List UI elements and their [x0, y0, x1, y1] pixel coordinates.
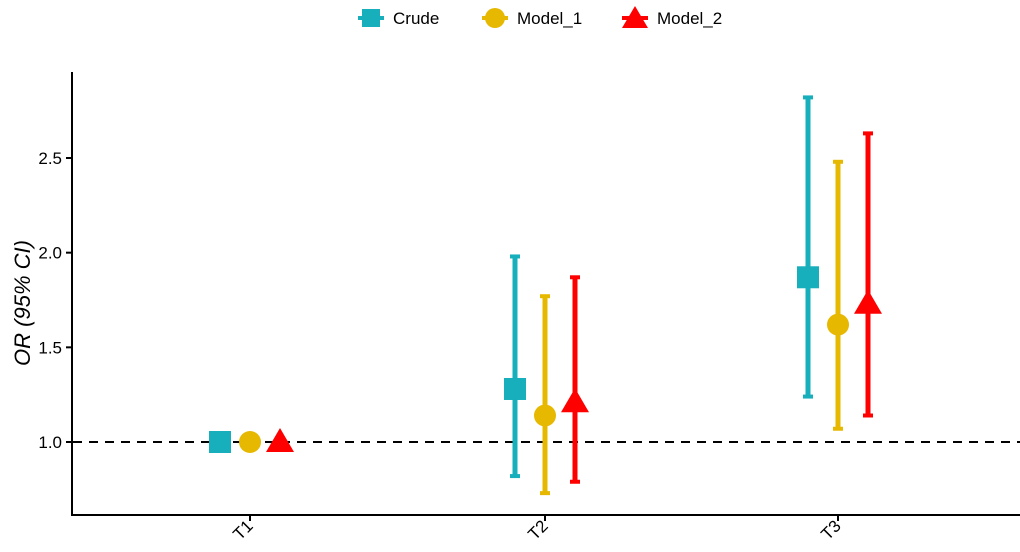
series-model-2: [266, 131, 882, 484]
legend-crude-square-icon: [362, 9, 380, 27]
y-tick-label-1-5: 1.5: [38, 338, 62, 357]
y-tick-label-2: 2.0: [38, 244, 62, 263]
legend-model-2-label: Model_2: [657, 9, 722, 28]
series-model-1: [239, 159, 849, 496]
x-tick-label-t1: T1: [229, 516, 256, 543]
legend-item-model-1: Model_1: [482, 8, 582, 28]
point-model-2-t1: [266, 428, 294, 452]
y-tick-label-1: 1.0: [38, 433, 62, 452]
plot-area: [209, 95, 882, 496]
point-crude-t2: [504, 377, 526, 400]
series-crude: [209, 95, 819, 479]
legend-item-crude: Crude: [358, 9, 439, 28]
point-model-1-t1: [239, 431, 261, 453]
point-model-1-t3: [827, 313, 849, 336]
x-tick-label-t3: T3: [817, 516, 844, 543]
point-model-1-t2: [534, 404, 556, 427]
point-model-2-t3: [854, 289, 882, 314]
point-crude-t1: [209, 431, 231, 453]
legend-model-2-triangle-icon: [622, 6, 648, 28]
legend: Crude Model_1 Model_2: [358, 6, 722, 28]
point-model-2-t2: [561, 388, 589, 413]
y-ticks: 1.0 1.5 2.0 2.5: [38, 149, 72, 452]
y-tick-label-2-5: 2.5: [38, 149, 62, 168]
legend-model-1-label: Model_1: [517, 9, 582, 28]
y-axis-title: OR (95% CI): [10, 240, 35, 366]
legend-crude-label: Crude: [393, 9, 439, 28]
x-ticks: T1 T2 T3: [229, 515, 845, 544]
legend-item-model-2: Model_2: [622, 6, 722, 28]
point-crude-t3: [797, 266, 819, 289]
legend-model-1-circle-icon: [485, 8, 505, 28]
x-tick-label-t2: T2: [524, 516, 551, 543]
